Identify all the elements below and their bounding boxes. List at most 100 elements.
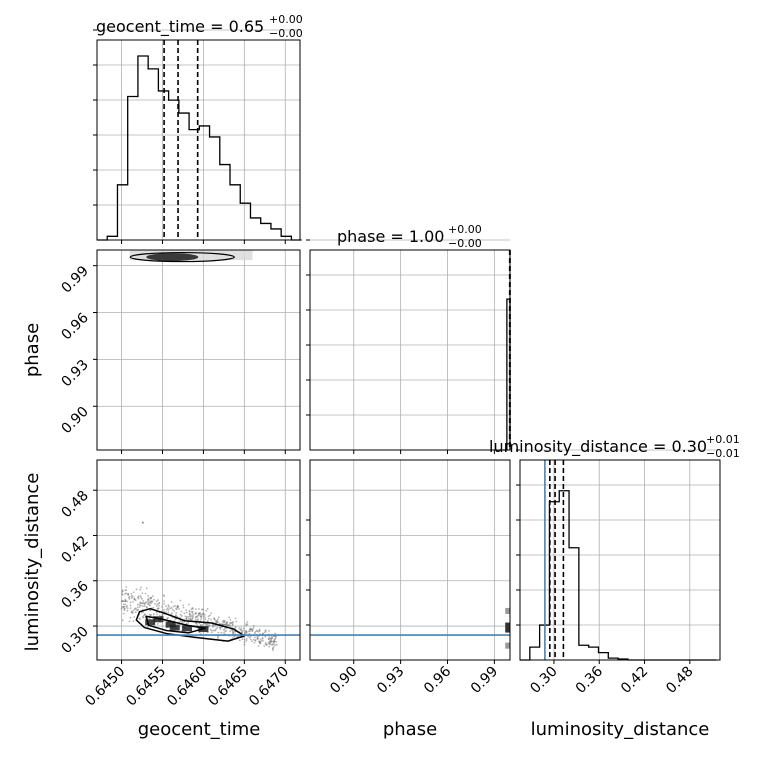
scatter-point bbox=[238, 627, 241, 629]
scatter-point bbox=[229, 619, 232, 621]
scatter-point bbox=[140, 604, 142, 607]
scatter-point bbox=[260, 640, 263, 643]
contour-line bbox=[145, 615, 206, 634]
scatter-point bbox=[130, 610, 133, 613]
scatter-point bbox=[147, 597, 150, 600]
scatter-point bbox=[239, 628, 242, 631]
scatter-point bbox=[135, 588, 138, 591]
x-tick-label: 0.6450 bbox=[82, 664, 128, 710]
scatter-point bbox=[132, 609, 135, 612]
scatter-point bbox=[267, 638, 270, 641]
scatter-point bbox=[245, 637, 248, 640]
scatter-point bbox=[129, 607, 132, 610]
scatter-point bbox=[174, 605, 177, 607]
scatter-point bbox=[208, 624, 211, 627]
scatter-point bbox=[137, 597, 140, 600]
scatter-point bbox=[258, 642, 261, 645]
y-tick-label: 0.36 bbox=[58, 578, 91, 611]
scatter-point bbox=[124, 603, 127, 606]
scatter-point bbox=[143, 605, 146, 608]
scatter-point bbox=[229, 630, 231, 633]
scatter-point bbox=[196, 623, 198, 625]
scatter-point bbox=[187, 621, 190, 624]
scatter-point bbox=[213, 617, 216, 620]
scatter-point bbox=[165, 605, 167, 607]
scatter-point bbox=[219, 626, 221, 629]
scatter-point bbox=[187, 603, 190, 606]
scatter-point bbox=[143, 603, 146, 606]
scatter-point bbox=[123, 605, 126, 608]
scatter-point bbox=[222, 623, 225, 626]
panel-title-sub: −0.01 bbox=[706, 447, 740, 460]
scatter-point bbox=[191, 606, 194, 609]
scatter-point bbox=[196, 619, 199, 622]
scatter-point bbox=[225, 621, 228, 624]
scatter-point bbox=[198, 608, 200, 610]
scatter-point bbox=[125, 586, 128, 588]
scatter-point bbox=[122, 612, 125, 615]
scatter-point bbox=[166, 607, 169, 610]
scatter-point bbox=[126, 607, 129, 610]
scatter-point bbox=[179, 613, 182, 616]
scatter-point bbox=[214, 629, 216, 632]
scatter-point bbox=[156, 605, 158, 607]
scatter-point bbox=[238, 639, 241, 642]
panel-hist-phase: phase = 1.00 +0.00 −0.00 bbox=[309, 223, 511, 451]
scatter-point bbox=[254, 639, 257, 642]
scatter-point bbox=[152, 606, 155, 609]
scatter-point bbox=[229, 621, 232, 624]
panel-grid bbox=[310, 460, 510, 660]
scatter-point bbox=[156, 603, 159, 606]
scatter-point bbox=[140, 596, 142, 599]
scatter-point bbox=[217, 637, 219, 640]
scatter-point bbox=[210, 612, 212, 615]
scatter-point bbox=[144, 592, 147, 595]
scatter-point bbox=[275, 641, 278, 643]
scatter-point bbox=[142, 599, 145, 602]
scatter-point bbox=[129, 601, 132, 604]
scatter-point bbox=[200, 617, 203, 620]
x-axis-luminosity_distance: 0.30 0.36 0.42 0.48 bbox=[527, 660, 697, 697]
scatter-point bbox=[194, 616, 197, 619]
scatter-point bbox=[145, 587, 148, 590]
panel-grid bbox=[97, 250, 300, 450]
y-tick-label: 0.30 bbox=[58, 624, 91, 657]
scatter-point bbox=[251, 640, 253, 643]
edge-density bbox=[505, 607, 511, 649]
scatter-point bbox=[178, 608, 180, 610]
scatter-point bbox=[269, 637, 272, 640]
panel-hist-lumdist: luminosity_distance = 0.30 +0.01 −0.01 bbox=[489, 433, 740, 661]
panel-frame bbox=[309, 459, 511, 661]
density-core bbox=[146, 253, 199, 262]
scatter-point bbox=[253, 641, 256, 644]
scatter-point bbox=[232, 631, 235, 633]
scatter-point bbox=[202, 612, 205, 615]
scatter-point bbox=[167, 616, 169, 619]
panel-title-sup: +0.00 bbox=[269, 13, 303, 26]
scatter-point bbox=[175, 608, 178, 611]
scatter-point bbox=[223, 620, 226, 623]
scatter-point bbox=[135, 608, 138, 611]
scatter-point bbox=[257, 645, 260, 647]
panel-title-sup: +0.01 bbox=[706, 433, 740, 446]
scatter-point bbox=[156, 623, 159, 625]
scatter-point bbox=[181, 621, 183, 624]
scatter-point bbox=[144, 613, 147, 616]
scatter-point bbox=[256, 636, 259, 638]
scatter-point bbox=[190, 615, 192, 618]
scatter-point bbox=[216, 627, 219, 629]
scatter-point bbox=[214, 620, 217, 622]
scatter-point bbox=[199, 623, 202, 626]
y-tick-label: 0.90 bbox=[58, 404, 91, 437]
scatter-point bbox=[121, 593, 124, 596]
density-cell bbox=[165, 621, 176, 628]
scatter-point bbox=[137, 595, 140, 598]
scatter-point bbox=[182, 604, 185, 607]
scatter-point bbox=[199, 618, 202, 621]
scatter-point bbox=[150, 602, 153, 604]
x-axis-label-geocent_time: geocent_time bbox=[138, 719, 261, 740]
scatter-point bbox=[264, 629, 267, 631]
scatter-point bbox=[252, 624, 255, 627]
scatter-point bbox=[162, 608, 165, 611]
panel-frame bbox=[96, 39, 301, 241]
